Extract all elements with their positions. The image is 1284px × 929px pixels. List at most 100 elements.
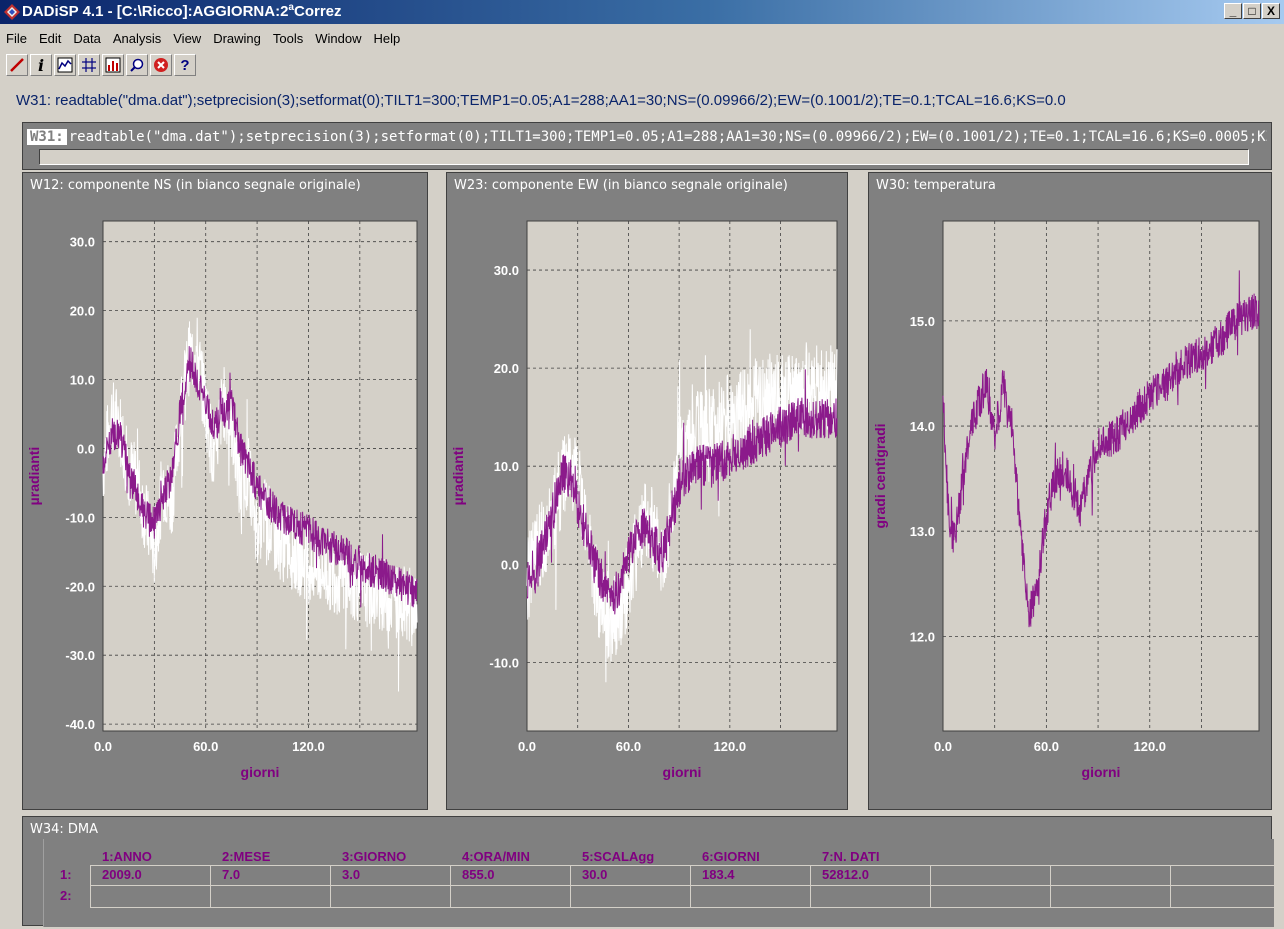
y-tick-label: 30.0 (494, 263, 519, 278)
table-col-line (570, 865, 571, 907)
column-header[interactable]: 4:ORA/MIN (462, 849, 530, 864)
bar-chart-icon (105, 57, 121, 73)
table-cell[interactable]: 855.0 (462, 867, 495, 882)
table-row-line (90, 885, 1274, 886)
y-tick-label: -30.0 (65, 648, 95, 663)
y-tick-label: 15.0 (910, 314, 935, 329)
table-col-line (330, 865, 331, 907)
window-w12-title: W12: componente NS (in bianco segnale or… (30, 178, 361, 193)
y-tick-label: -10.0 (65, 510, 95, 525)
menu-help[interactable]: Help (373, 30, 401, 46)
x-axis-label: giorni (663, 764, 702, 780)
stop-button[interactable] (150, 54, 172, 76)
plot-area[interactable] (942, 220, 1260, 732)
y-tick-label: 30.0 (70, 235, 95, 250)
menu-tools[interactable]: Tools (272, 30, 304, 46)
minimize-button[interactable]: _ (1224, 3, 1242, 19)
column-header[interactable]: 3:GIORNO (342, 849, 407, 864)
column-header[interactable]: 5:SCALAgg (582, 849, 655, 864)
table-cell[interactable]: 2009.0 (102, 867, 142, 882)
row-label: 1: (60, 867, 72, 882)
window-w30-title: W30: temperatura (876, 178, 996, 193)
line-plot-button[interactable] (54, 54, 76, 76)
table-row-line (90, 865, 1274, 866)
pencil-icon (10, 58, 24, 72)
table-cell[interactable]: 3.0 (342, 867, 361, 882)
temperature-chart: 15.0 14.0 13.0 12.0 0.0 60.0 120.0 giorni gradi … (872, 220, 1260, 780)
x-tick-label: 60.0 (193, 739, 218, 754)
y-axis-label: gradi centigradi (872, 423, 888, 528)
purple-signal-line (102, 346, 418, 608)
y-axis-label: µradianti (26, 447, 42, 506)
y-tick-label: 20.0 (494, 361, 519, 376)
window-w12[interactable]: W12: componente NS (in bianco segnale or… (22, 172, 428, 810)
y-tick-label: 14.0 (910, 419, 935, 434)
table-cell[interactable]: 30.0 (582, 867, 608, 882)
info-button[interactable]: i (30, 54, 52, 76)
line-plot-icon (57, 57, 73, 73)
command-scrollbar[interactable] (39, 149, 1249, 165)
menu-bar: File Edit Data Analysis View Drawing Too… (0, 26, 406, 50)
title-bar[interactable]: DADiSP 4.1 - [C:\Ricco]:AGGIORNA:2aCorre… (0, 0, 1284, 24)
window-w23[interactable]: W23: componente EW (in bianco segnale or… (446, 172, 848, 810)
table-col-line (930, 865, 931, 907)
x-tick-label: 60.0 (616, 739, 641, 754)
menu-analysis[interactable]: Analysis (112, 30, 162, 46)
table-col-line (450, 865, 451, 907)
ns-chart: 30.0 20.0 10.0 0.0 -10.0 -20.0 -30.0 -40.0 0.0 60… (26, 220, 418, 780)
menu-view[interactable]: View (173, 30, 202, 46)
x-tick-label: 0.0 (934, 739, 952, 754)
bar-chart-button[interactable] (102, 54, 124, 76)
table-col-line (690, 865, 691, 907)
zoom-button[interactable] (126, 54, 148, 76)
grid-button[interactable] (78, 54, 100, 76)
info-icon: i (37, 55, 45, 75)
grid-icon (82, 58, 96, 72)
command-window: W31: readtable("dma.dat");setprecision(3… (22, 122, 1272, 170)
window-title: DADiSP 4.1 - [C:\Ricco]:AGGIORNA:2aCorre… (22, 2, 342, 20)
column-header[interactable]: 7:N. DATI (822, 849, 880, 864)
toolbar: i ? (6, 54, 196, 80)
close-button[interactable]: X (1262, 3, 1280, 19)
window-w34[interactable]: W34: DMA 1:ANNO 2:MESE 3:GIORNO 4:ORA/MIN 5:… (22, 816, 1274, 927)
table-row-line (90, 907, 1274, 908)
menu-window[interactable]: Window (315, 30, 362, 46)
ew-chart: 30.0 20.0 10.0 0.0 -10.0 0.0 60.0 120.0 giorni µr… (450, 220, 838, 780)
column-header[interactable]: 2:MESE (222, 849, 271, 864)
data-table: 1:ANNO 2:MESE 3:GIORNO 4:ORA/MIN 5:SCALAgg 6:… (43, 839, 1274, 927)
command-text: readtable("dma.dat");setprecision(3);set… (68, 129, 1267, 145)
column-header[interactable]: 6:GIORNI (702, 849, 760, 864)
column-header[interactable]: 1:ANNO (102, 849, 152, 864)
purple-signal-line (526, 369, 838, 615)
window-w34-title: W34: DMA (30, 822, 99, 837)
maximize-button[interactable]: □ (1243, 3, 1261, 19)
y-tick-label: 10.0 (70, 373, 95, 388)
table-col-line (1170, 865, 1171, 907)
table-col-line (1050, 865, 1051, 907)
y-tick-label: 0.0 (501, 557, 519, 572)
original-signal-line (102, 317, 418, 692)
menu-data[interactable]: Data (73, 30, 101, 46)
window-w30[interactable]: W30: temperatura 15.0 14.0 13.0 12.0 0.0 60.0… (868, 172, 1272, 810)
command-line[interactable]: W31: readtable("dma.dat");setprecision(3… (27, 127, 1267, 147)
window-w23-title: W23: componente EW (in bianco segnale or… (454, 178, 788, 193)
x-axis-label: giorni (1082, 764, 1121, 780)
table-cell[interactable]: 52812.0 (822, 867, 869, 882)
y-tick-label: 0.0 (77, 441, 95, 456)
y-tick-label: 10.0 (494, 459, 519, 474)
table-cell[interactable]: 7.0 (222, 867, 241, 882)
x-tick-label: 0.0 (94, 739, 112, 754)
menu-drawing[interactable]: Drawing (213, 30, 261, 46)
help-button[interactable]: ? (174, 54, 196, 76)
formula-bar[interactable]: W31: readtable("dma.dat");setprecision(3… (16, 92, 1066, 109)
x-axis-label: giorni (241, 764, 280, 780)
help-icon: ? (180, 56, 190, 74)
pencil-button[interactable] (6, 54, 28, 76)
stop-icon (154, 58, 168, 72)
y-tick-label: 20.0 (70, 304, 95, 319)
table-cell[interactable]: 183.4 (702, 867, 735, 882)
menu-edit[interactable]: Edit (38, 30, 62, 46)
y-axis-label: µradianti (450, 447, 466, 506)
zoom-icon (130, 58, 144, 72)
menu-file[interactable]: File (6, 30, 27, 46)
